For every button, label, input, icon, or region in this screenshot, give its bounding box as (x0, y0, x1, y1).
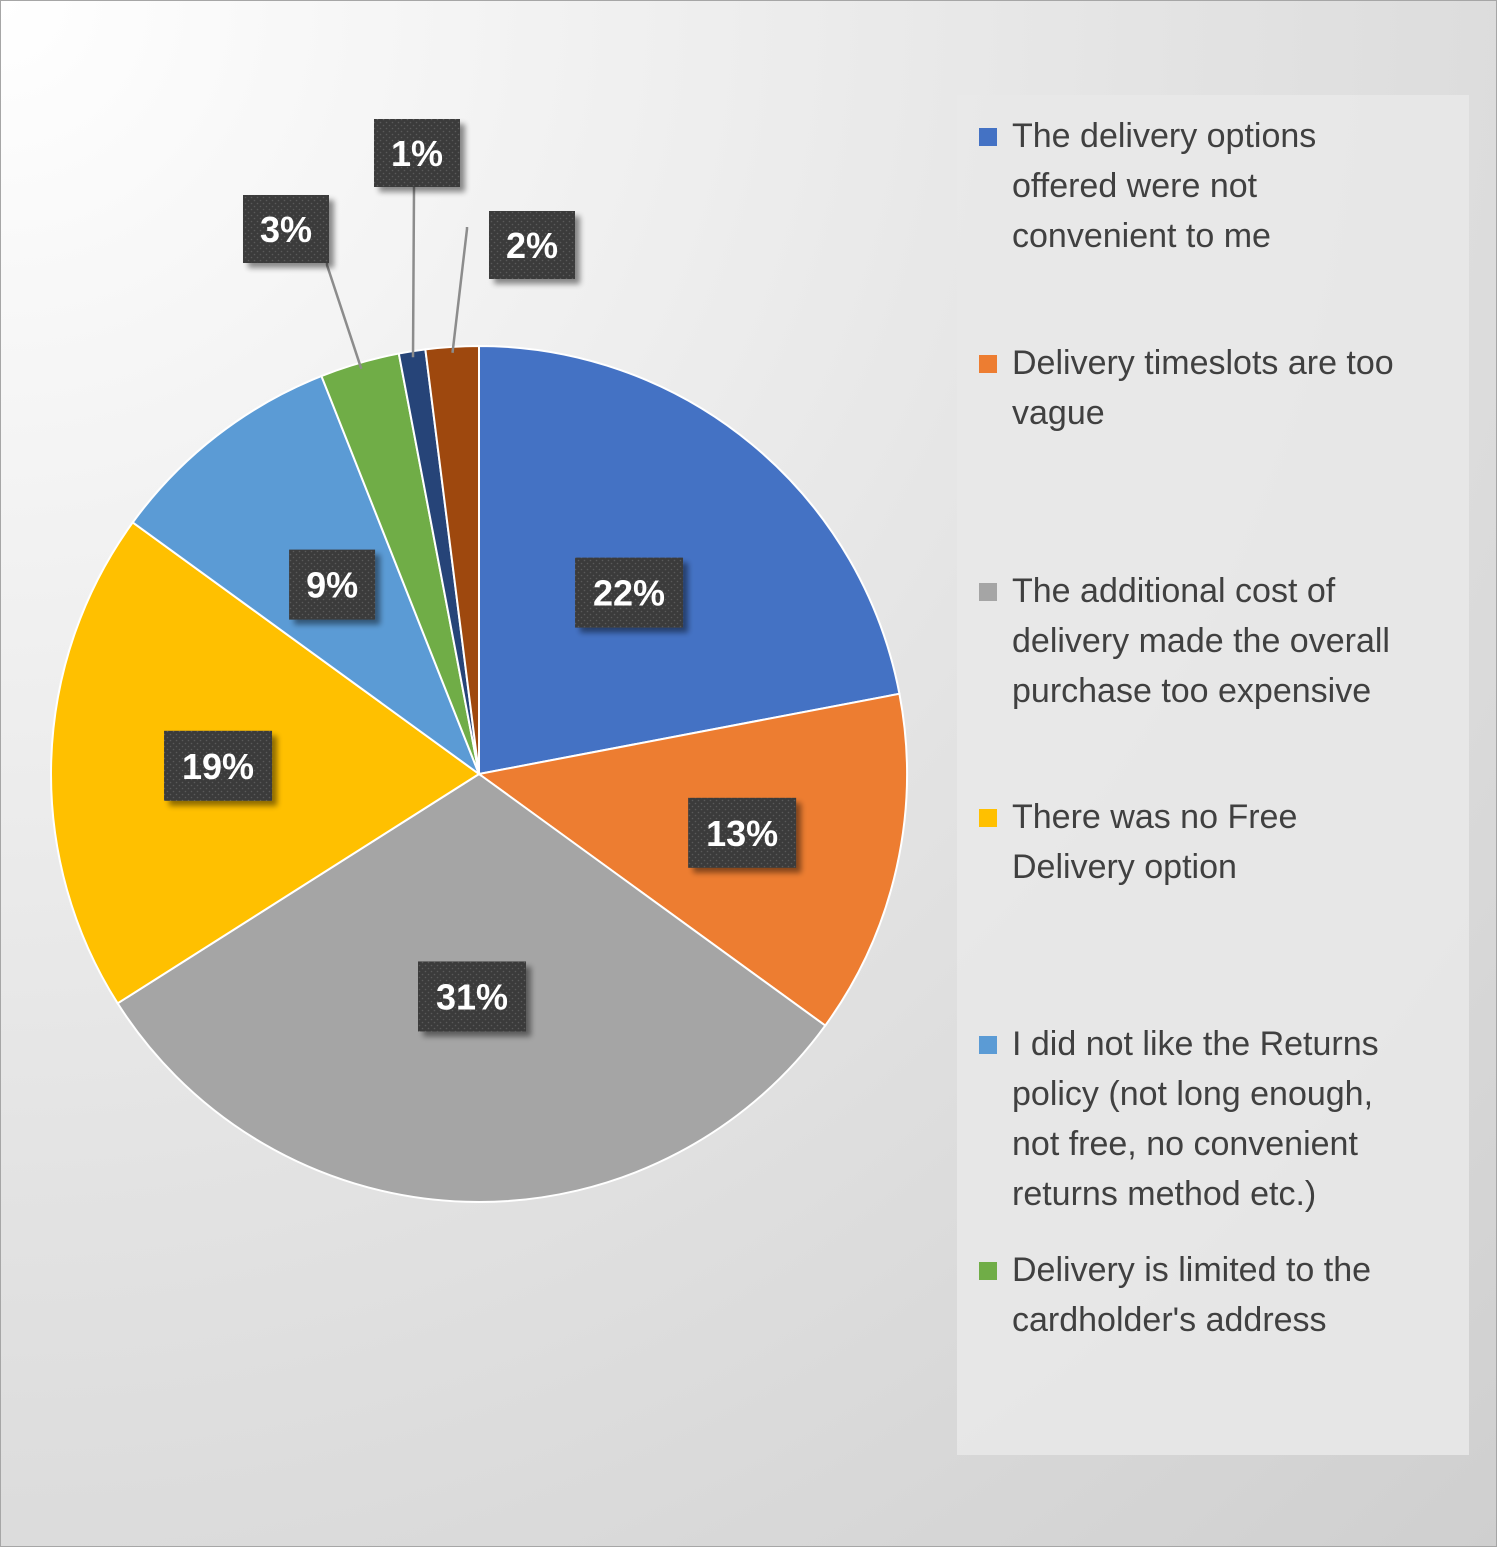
legend-label-line: policy (not long enough, (1012, 1075, 1374, 1113)
legend-label: I did not like the Returns policy (not lo… (979, 1019, 1449, 1219)
data-label-box (289, 549, 376, 620)
legend-swatch (979, 809, 997, 827)
data-label: 3% (243, 195, 329, 263)
leader-line (451, 227, 469, 353)
chart-legend: The delivery options offered were not conv… (957, 95, 1469, 1455)
legend-item: There was no Free Delivery option (979, 792, 1449, 892)
legend-label-line: The delivery options (1012, 117, 1317, 155)
legend-label-line: There was no Free (1012, 798, 1298, 836)
legend-label-line: convenient to me (1012, 217, 1271, 255)
leader-line (325, 263, 363, 370)
data-label-text: 9% (306, 565, 358, 606)
data-label: 1% (374, 119, 460, 187)
legend-label-line: I did not like the Returns (1012, 1025, 1379, 1063)
legend-item: Delivery timeslots are too vague (979, 338, 1449, 438)
legend-label: Delivery is limited to the cardholder's a… (979, 1245, 1449, 1345)
data-label: 19% (164, 730, 273, 801)
legend-swatch (979, 1036, 997, 1054)
legend-label-line: returns method etc.) (1012, 1175, 1317, 1213)
data-label: 9% (289, 549, 376, 620)
legend-label: Delivery timeslots are too vague (979, 338, 1449, 438)
legend-swatch (979, 128, 997, 146)
legend-label: The additional cost of delivery made the … (979, 566, 1449, 716)
data-label-box (243, 195, 329, 263)
data-label: 2% (489, 211, 575, 279)
legend-label-line: Delivery timeslots are too (1012, 344, 1394, 382)
legend-label-line: purchase too expensive (1012, 672, 1372, 710)
data-label-box (164, 730, 273, 801)
legend-label: The delivery options offered were not conv… (979, 111, 1449, 261)
legend-item: The additional cost of delivery made the … (979, 566, 1449, 716)
data-label-text: 22% (593, 573, 665, 614)
legend-swatch (979, 355, 997, 373)
legend-label-line: Delivery is limited to the (1012, 1251, 1372, 1289)
data-label-text: 1% (391, 133, 443, 174)
legend-label-line: The additional cost of (1012, 572, 1336, 610)
data-label-text: 3% (260, 209, 312, 250)
pie-slice (478, 344, 901, 776)
data-label-box (418, 961, 527, 1032)
legend-label: There was no Free Delivery option (979, 792, 1449, 892)
legend-item: I did not like the Returns policy (not lo… (979, 1019, 1449, 1219)
legend-label-line: not free, no convenient (1012, 1125, 1358, 1163)
data-label-text: 2% (506, 225, 558, 266)
legend-swatch (979, 1262, 997, 1280)
data-label-box (688, 797, 797, 868)
data-label-box (489, 211, 575, 279)
data-label-text: 13% (706, 813, 778, 854)
legend-item: Delivery is limited to the cardholder's a… (979, 1245, 1449, 1345)
legend-label-line: vague (1012, 394, 1105, 432)
legend-item: The delivery options offered were not conv… (979, 111, 1449, 261)
data-label: 22% (575, 557, 684, 628)
legend-label-line: offered were not (1012, 167, 1258, 205)
data-label-box (575, 557, 684, 628)
legend-swatch (979, 583, 997, 601)
legend-label-line: delivery made the overall (1012, 622, 1390, 660)
data-label: 31% (418, 961, 527, 1032)
legend-label-line: Delivery option (1012, 848, 1237, 886)
data-label-text: 31% (436, 976, 508, 1017)
data-label-box (374, 119, 460, 187)
data-label-text: 19% (182, 746, 254, 787)
leader-line (411, 187, 416, 358)
data-label: 13% (688, 797, 797, 868)
legend-label-line: cardholder's address (1012, 1301, 1327, 1339)
